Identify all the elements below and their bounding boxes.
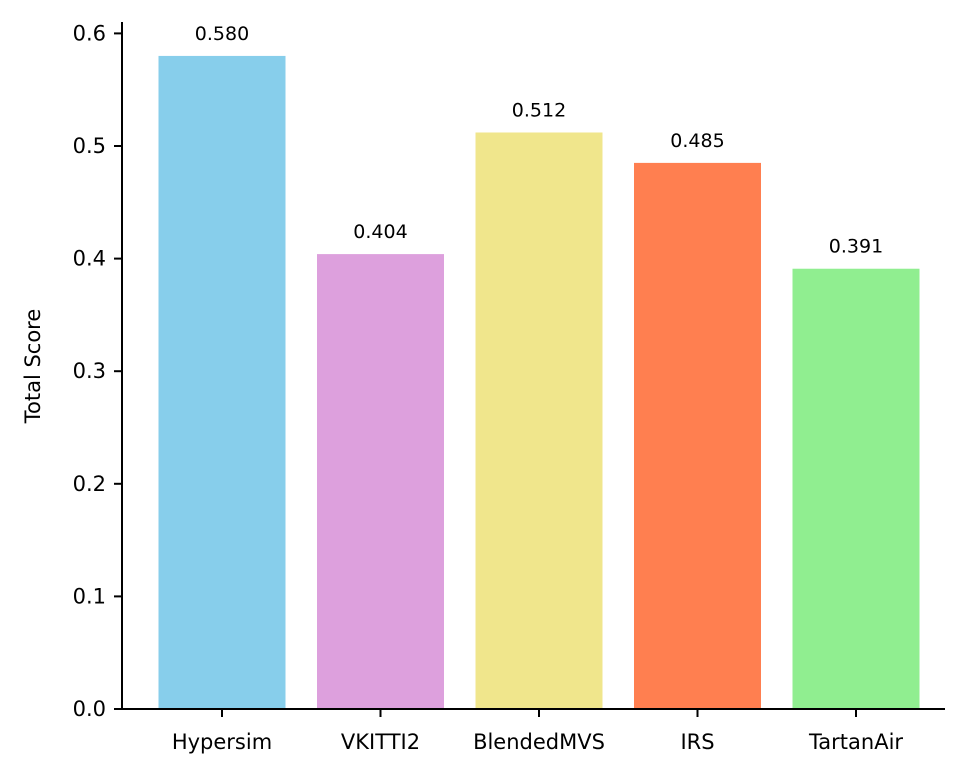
y-tick-label: 0.3	[73, 359, 106, 383]
bar-hypersim	[158, 55, 286, 710]
bar-tartanair	[792, 268, 920, 709]
bar-irs	[634, 162, 761, 709]
data-label-blendedmvs: 0.512	[512, 99, 566, 121]
y-tick-label: 0.5	[73, 134, 106, 158]
y-tick-label: 0.2	[73, 472, 106, 496]
bar-vkitti2	[317, 254, 444, 709]
y-tick-label: 0.4	[73, 247, 106, 271]
data-labels-layer: 0.580 0.404 0.512 0.485 0.391	[195, 23, 883, 258]
data-label-vkitti2: 0.404	[353, 221, 407, 243]
y-axis-label: Total Score	[21, 309, 45, 425]
bar-blendedmvs	[475, 132, 603, 710]
y-tick-label: 0.6	[73, 21, 106, 45]
x-tick-label-tartanair: TartanAir	[808, 730, 903, 754]
y-tick-label: 0.1	[73, 584, 106, 608]
x-tick-label-hypersim: Hypersim	[172, 730, 272, 754]
bars-layer	[158, 55, 920, 710]
y-axis: 0.0 0.1 0.2 0.3 0.4 0.5 0.6	[73, 21, 123, 721]
x-tick-label-blendedmvs: BlendedMVS	[473, 730, 605, 754]
data-label-irs: 0.485	[670, 130, 724, 152]
y-tick-label: 0.0	[73, 697, 106, 721]
x-axis: Hypersim VKITTI2 BlendedMVS IRS TartanAir	[121, 708, 945, 754]
x-tick-label-irs: IRS	[680, 730, 714, 754]
data-label-tartanair: 0.391	[829, 236, 883, 258]
x-tick-label-vkitti2: VKITTI2	[341, 730, 420, 754]
data-label-hypersim: 0.580	[195, 23, 249, 45]
